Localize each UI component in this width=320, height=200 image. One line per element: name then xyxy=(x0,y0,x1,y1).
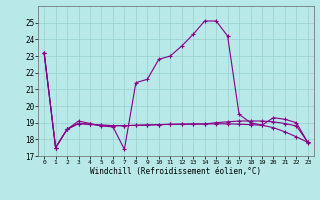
X-axis label: Windchill (Refroidissement éolien,°C): Windchill (Refroidissement éolien,°C) xyxy=(91,167,261,176)
